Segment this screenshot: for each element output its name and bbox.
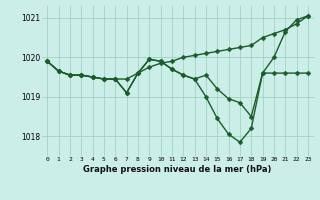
X-axis label: Graphe pression niveau de la mer (hPa): Graphe pression niveau de la mer (hPa) [84, 165, 272, 174]
